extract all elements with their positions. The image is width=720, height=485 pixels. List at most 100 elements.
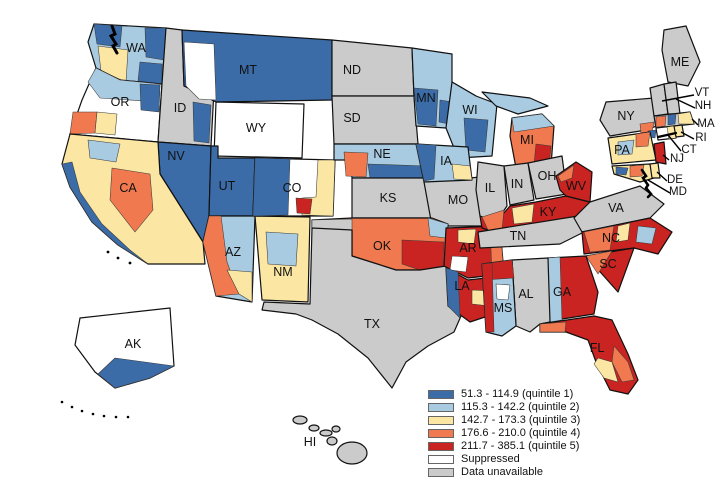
callout-label-NJ: NJ [670,153,684,165]
island-HI-1 [292,415,308,425]
state-label-AR: AR [459,241,476,255]
state-IN [503,162,535,206]
leader-DE [656,171,668,182]
region-WI-c [463,117,489,153]
region-IA-w [415,143,437,182]
leader-NJ [662,154,670,161]
state-label-SC: SC [599,257,616,271]
callout-label-VT: VT [695,87,710,99]
region-CO-red [295,197,313,215]
state-TN [477,215,585,249]
state-label-NC: NC [602,231,620,245]
state-label-ME: ME [671,55,690,69]
state-label-PA: PA [614,143,630,157]
state-label-IN: IN [511,177,524,191]
state-label-TN: TN [510,229,527,243]
state-label-OK: OK [373,239,392,253]
leader-RI [680,131,695,140]
state-label-SD: SD [343,111,360,125]
region-FL-s [593,357,619,383]
legend-label: 51.3 - 114.9 (quintile 1) [461,388,574,400]
state-label-WA: WA [126,41,146,55]
region-MS-w [481,262,495,333]
region-OK-red [401,239,445,271]
island-HI-3 [319,429,333,437]
region-CO-w [252,157,291,217]
legend-swatch-q1 [428,389,454,399]
legend-label: 176.6 - 210.0 (quintile 4) [461,427,581,439]
region-AR-n [457,228,477,245]
state-label-IA: IA [440,154,452,168]
region-MN-b1 [413,87,439,127]
legend-row-5: 211.7 - 385.1 (quintile 5) [428,440,580,452]
state-DE [649,162,661,179]
state-label-MO: MO [448,193,468,207]
region-ID-e [192,101,212,144]
region-OR-sw [69,111,98,135]
state-MI-upper [481,91,549,115]
island-HI-4 [331,425,341,433]
state-labels: WA OR ID MT WY NV UT CA AZ NM CO ND SD NE KS MO OK TX MN IA… [111,41,690,449]
legend-swatch-suppressed [428,454,454,464]
region-FL-e [611,345,635,383]
region-MD-o [629,164,645,178]
state-label-ID: ID [174,101,187,115]
region-MI-n [511,113,555,133]
state-label-ND: ND [343,63,361,77]
region-PA-b [617,139,635,156]
region-AR-w [449,255,469,273]
region-FL-panhandle [539,321,567,333]
legend: 51.3 - 114.9 (quintile 1) 115.3 - 142.2 (… [428,388,580,478]
region-WA-s [137,61,163,85]
callout-label-MD: MD [669,186,687,198]
legend-label: 115.3 - 142.2 (quintile 2) [461,401,580,413]
region-NM-c [265,231,299,267]
callout-label-MA: MA [697,118,715,130]
island-HI-5 [326,436,338,446]
leader-VT [661,94,695,102]
state-shapes [61,23,701,465]
state-label-KY: KY [540,205,557,219]
region-MA-y [677,111,695,125]
legend-row-1: 51.3 - 114.9 (quintile 1) [428,388,580,400]
state-label-AK: AK [125,337,142,351]
island-HI-2 [308,424,320,432]
state-MT [181,29,333,103]
state-label-MT: MT [239,63,257,77]
region-OR-y [94,111,118,136]
state-label-VA: VA [608,201,624,215]
state-label-WY: WY [246,121,267,135]
callout-label-CT: CT [681,144,696,156]
legend-row-6: Suppressed [428,453,580,465]
legend-label: Suppressed [461,453,520,465]
region-SC-nw [585,250,613,275]
legend-swatch-q2 [428,402,454,412]
state-label-MS: MS [494,301,513,315]
region-MT-w [183,41,217,101]
state-label-CA: CA [119,181,137,195]
state-label-LA: LA [454,279,470,293]
state-WY [213,101,305,159]
leader-MD [647,179,671,194]
state-label-NE: NE [373,147,390,161]
callout-label-NH: NH [695,100,712,112]
region-CA-n [87,139,121,163]
region-WV-n [557,164,575,183]
state-TX [261,227,469,389]
state-label-IL: IL [485,181,495,195]
state-label-AZ: AZ [225,245,241,259]
region-CA-cent [109,167,154,233]
legend-swatch-q5 [428,441,454,451]
legend-swatch-unavailable [428,467,454,477]
region-NE-o [343,151,369,178]
legend-row-2: 115.3 - 142.2 (quintile 2) [428,401,580,413]
state-ME [661,25,701,87]
state-label-FL: FL [590,341,605,355]
legend-row-4: 176.6 - 210.0 (quintile 4) [428,427,580,439]
region-KY-y [511,203,535,225]
region-MD-b [615,166,629,176]
leader-NH [675,98,696,109]
region-AZ-s [226,269,253,303]
state-label-NM: NM [273,265,292,279]
region-MS-white [495,283,511,301]
